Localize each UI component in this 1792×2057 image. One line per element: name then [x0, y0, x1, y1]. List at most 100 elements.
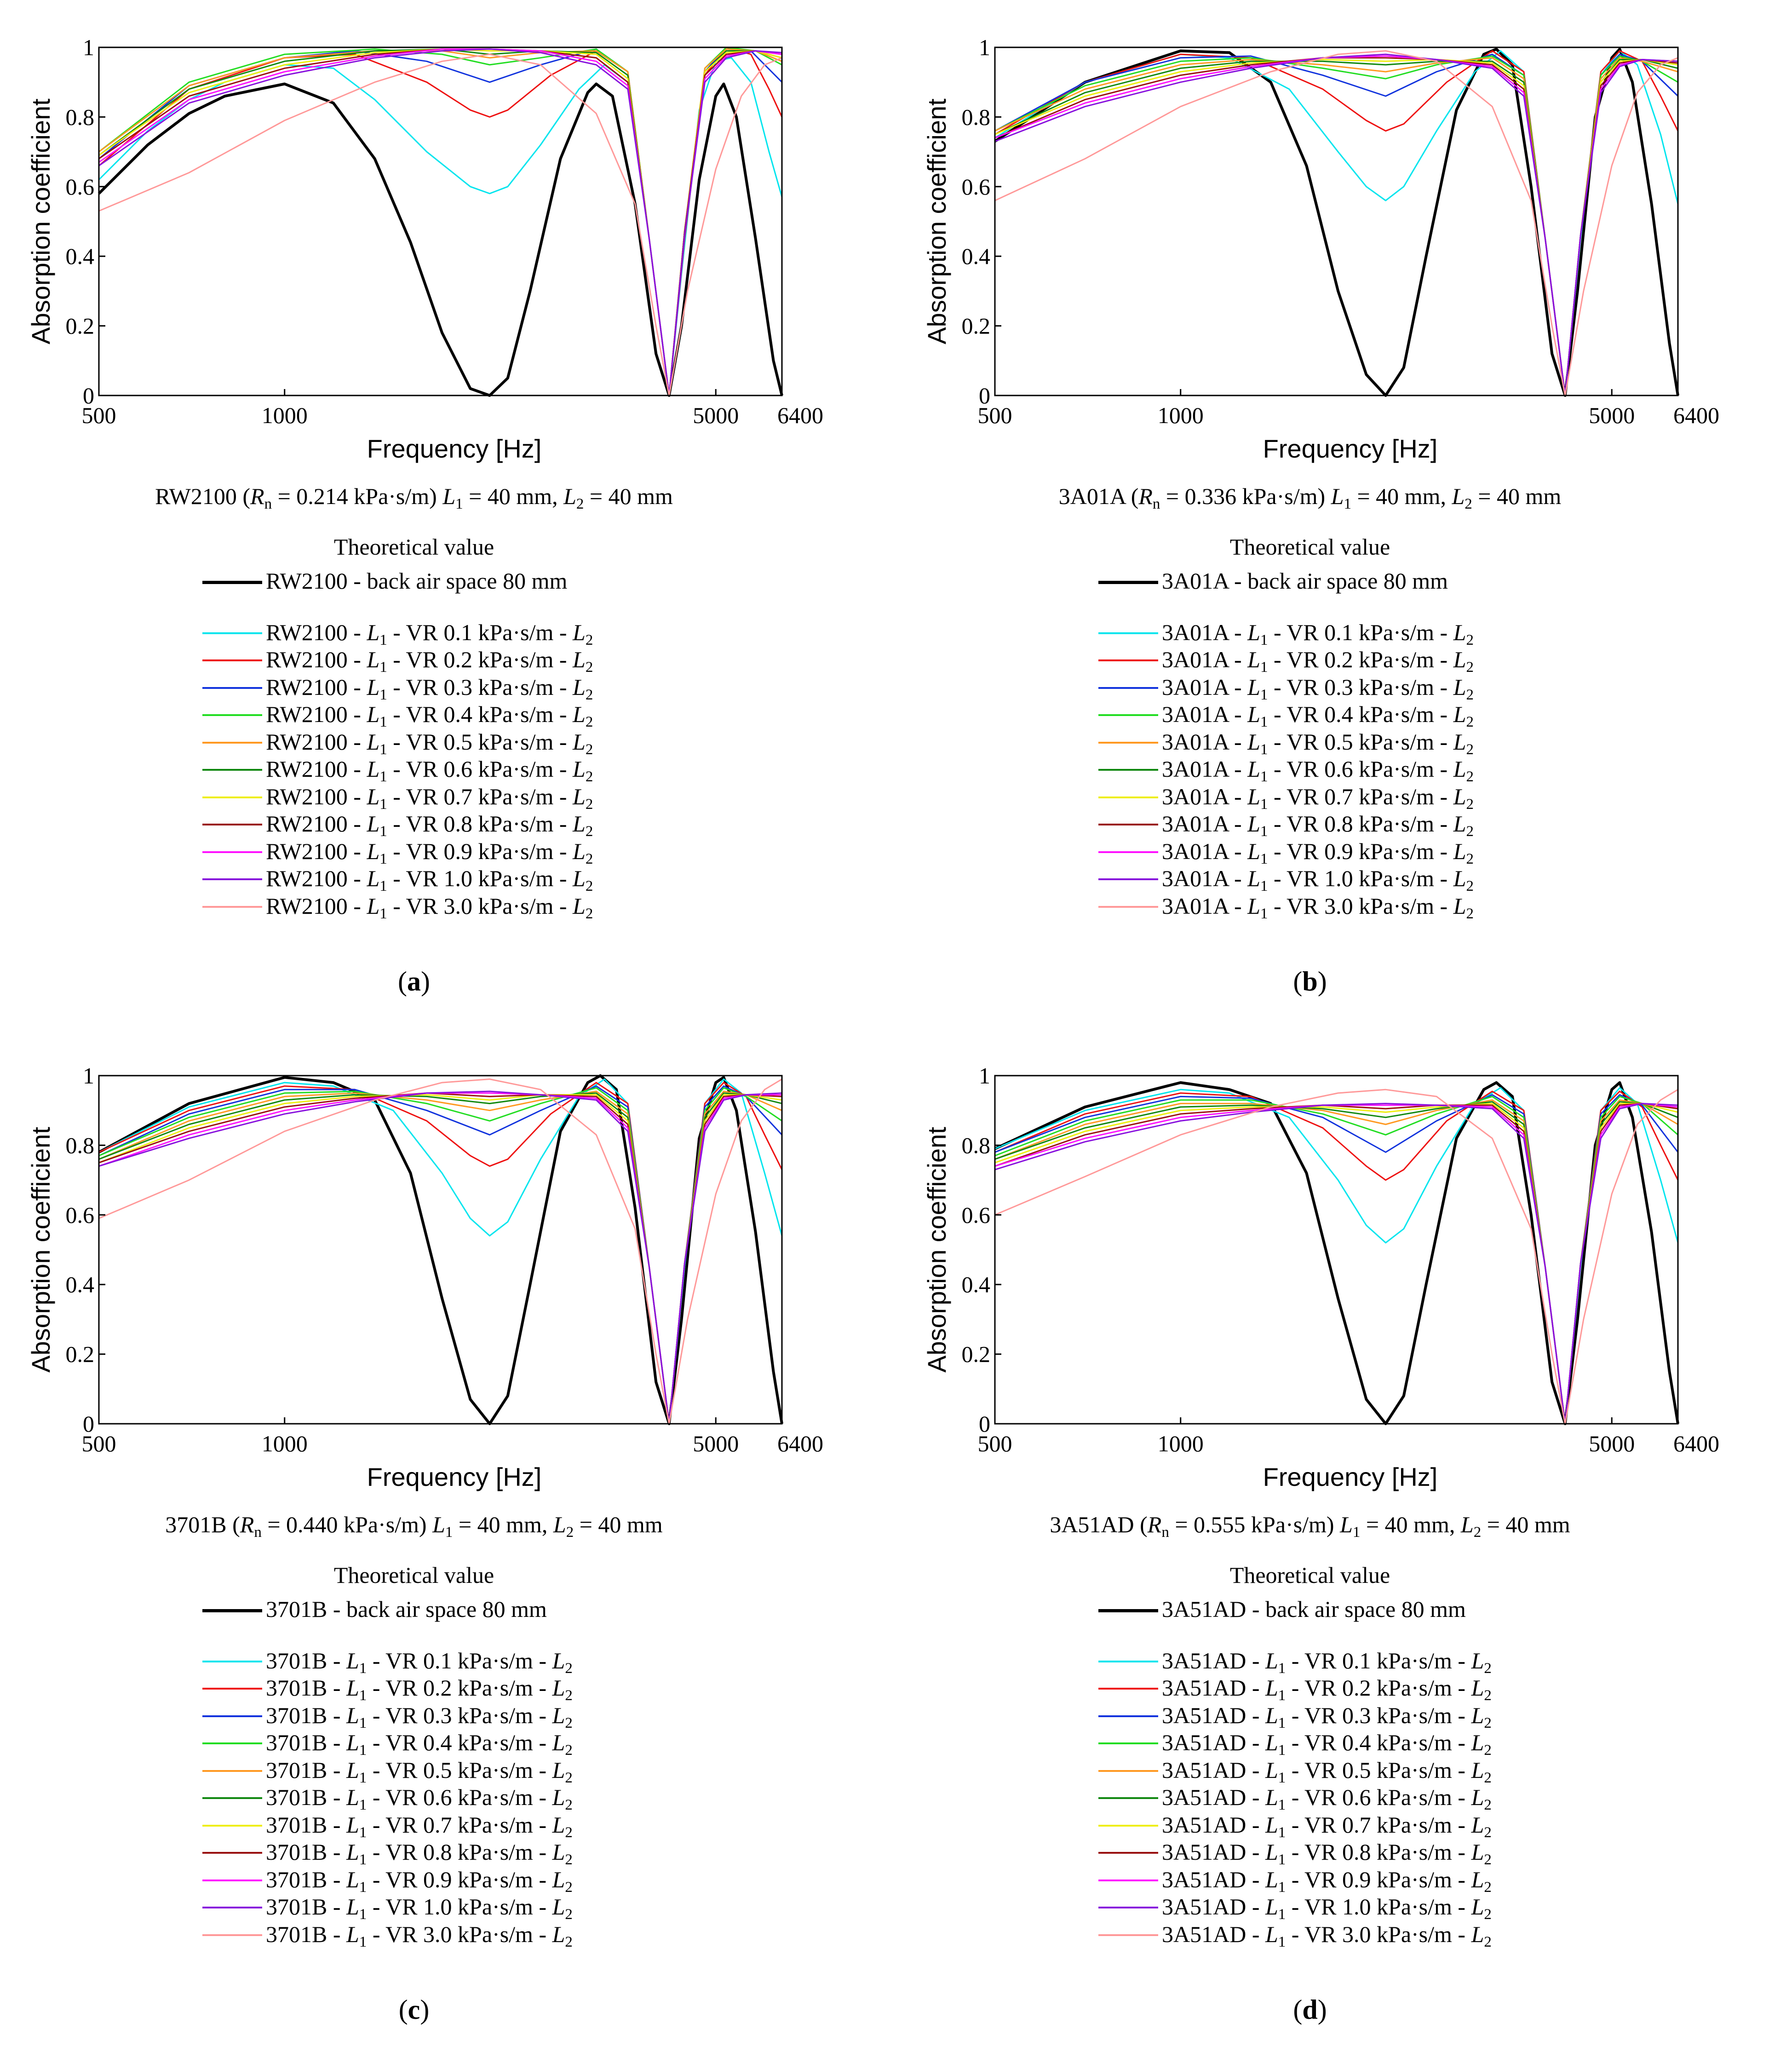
legend-text: kPa·s/m - — [452, 1730, 552, 1755]
series-line-vr-0.1 — [98, 1078, 783, 1425]
legend-sub: 2 — [1484, 1660, 1492, 1677]
legend-item-vr: 3701B - L1 - VR 0.5 kPa·s/m - L2 — [202, 1759, 800, 1786]
legend-vr-value: 0.7 — [443, 783, 472, 809]
legend-swatch — [1098, 851, 1158, 853]
legend-material: RW2100 — [266, 728, 348, 755]
legend-label: 3A51AD - L1 - VR 1.0 kPa·s/m - L2 — [1162, 1894, 1492, 1923]
panel-b: 0 0.2 0.4 0.6 0.8 1 500 1000 5000 6400 Frequency [… — [896, 0, 1792, 1028]
x-tick-label: 500 — [978, 402, 1012, 428]
legend-text: kPa·s/m - — [1371, 1866, 1471, 1892]
legend-text: kPa·s/m - — [1353, 647, 1453, 672]
y-tick-label: 0.4 — [66, 1272, 95, 1297]
x-axis-label: Frequency [Hz] — [1263, 434, 1438, 463]
x-tick-label: 1000 — [1158, 402, 1204, 428]
legend-sub: 2 — [585, 878, 593, 894]
legend-text: - — [347, 756, 367, 782]
legend-sub: 1 — [1260, 823, 1268, 840]
legend-material: 3A51AD — [1162, 1675, 1246, 1701]
legend-item-vr: RW2100 - L1 - VR 0.8 kPa·s/m - L2 — [202, 812, 800, 840]
legend-sub: 1 — [359, 1687, 367, 1704]
legend-var: L — [367, 701, 380, 727]
legend-text: kPa·s/m - — [1371, 1784, 1471, 1810]
y-tick-label: 0.2 — [962, 313, 991, 339]
y-tick-label: 0.2 — [962, 1341, 991, 1367]
legend-text: - — [1228, 811, 1248, 837]
legend-var: L — [552, 1866, 565, 1892]
legend-label: 3A51AD - L1 - VR 0.7 kPa·s/m - L2 — [1162, 1811, 1492, 1841]
legend-var: L — [1453, 811, 1466, 837]
legend-var: L — [1453, 619, 1466, 645]
legend-sub: 2 — [1466, 878, 1474, 894]
legend-text: - — [1246, 1811, 1265, 1838]
legend-var: L — [1247, 619, 1260, 645]
legend-material: RW2100 — [266, 893, 348, 919]
legend-vr-value: 0.1 — [1342, 1647, 1371, 1673]
legend-sub: 2 — [1466, 850, 1474, 867]
legend-text: - — [1246, 1894, 1265, 1919]
legend-material: 3A01A — [1162, 756, 1229, 782]
series-line-vr-0.8 — [994, 1103, 1678, 1425]
y-tick-label: 0 — [979, 383, 990, 408]
legend-var: L — [346, 1675, 359, 1701]
legend-label: 3A51AD - L1 - VR 0.8 kPa·s/m - L2 — [1162, 1839, 1492, 1868]
legend-text: - — [347, 838, 367, 864]
legend-item-vr: 3A51AD - L1 - VR 0.6 kPa·s/m - L2 — [1098, 1786, 1696, 1813]
legend-var: L — [346, 1784, 359, 1810]
x-tick-label: 6400 — [777, 402, 823, 428]
panel-d: 0 0.2 0.4 0.6 0.8 1 500 1000 5000 6400 Frequency [… — [896, 1028, 1792, 2057]
legend-material: 3701B — [266, 1839, 327, 1865]
legend-text: - — [1228, 893, 1248, 919]
legend-label: 3701B - L1 - VR 1.0 kPa·s/m - L2 — [266, 1895, 573, 1923]
series-line-vr-1.0 — [994, 1103, 1678, 1425]
legend-text: - VR — [387, 701, 444, 727]
legend-text: kPa·s/m - — [1353, 619, 1453, 645]
x-axis-label: Frequency [Hz] — [367, 434, 542, 463]
legend-sub: 2 — [1466, 631, 1474, 648]
y-tick-label: 1 — [83, 34, 94, 60]
legend-var: L — [346, 1702, 359, 1728]
series-line-vr-1.0 — [994, 53, 1678, 396]
legend-label: 3701B - L1 - VR 0.1 kPa·s/m - L2 — [266, 1647, 573, 1677]
legend-swatch — [1098, 1715, 1158, 1717]
legend-material: RW2100 — [266, 619, 348, 645]
legend-vr-value: 0.4 — [443, 701, 472, 727]
x-tick-label: 500 — [978, 1431, 1012, 1456]
legend-item-vr: RW2100 - L1 - VR 1.0 kPa·s/m - L2 — [202, 867, 800, 894]
legend-swatch — [202, 1660, 262, 1662]
legend-label: 3A51AD - L1 - VR 0.9 kPa·s/m - L2 — [1162, 1866, 1492, 1896]
legend-text: - VR — [367, 1784, 424, 1810]
legend-sub: 1 — [1278, 1879, 1286, 1896]
legend-material: 3701B — [266, 1647, 327, 1673]
legend-material: 3A51AD — [1162, 1730, 1246, 1755]
legend-vr-value: 0.4 — [423, 1730, 452, 1755]
legend-vr-value: 3.0 — [423, 1921, 452, 1947]
series-line-vr-0.5 — [994, 57, 1678, 396]
legend-var: L — [1265, 1839, 1278, 1865]
legend-var: L — [1453, 838, 1466, 864]
legend-var: L — [1471, 1757, 1484, 1783]
legend-text: - — [1246, 1730, 1265, 1755]
legend-vr-value: 0.8 — [423, 1839, 452, 1865]
legend-var: L — [1471, 1866, 1484, 1892]
legend-sub: 2 — [1466, 686, 1474, 703]
legend-sub: 1 — [379, 741, 387, 758]
legend-swatch — [1098, 1609, 1158, 1612]
legend-material: 3A51AD — [1162, 1894, 1246, 1919]
legend-label: RW2100 - L1 - VR 0.3 kPa·s/m - L2 — [266, 676, 593, 703]
legend-label: RW2100 - L1 - VR 0.6 kPa·s/m - L2 — [266, 756, 593, 785]
legend-swatch — [202, 581, 262, 584]
legend-item-vr: 3A01A - L1 - VR 0.2 kPa·s/m - L2 — [1098, 648, 1696, 676]
legend-sub: 2 — [1466, 714, 1474, 730]
legend-item-vr: 3A51AD - L1 - VR 0.3 kPa·s/m - L2 — [1098, 1704, 1696, 1731]
legend-sub: 2 — [565, 1824, 573, 1841]
legend-item-vr: RW2100 - L1 - VR 0.5 kPa·s/m - L2 — [202, 730, 800, 758]
legend-vr-value: 0.5 — [423, 1757, 452, 1783]
x-axis-label: Frequency [Hz] — [1263, 1462, 1438, 1491]
legend-text: kPa·s/m - — [1353, 728, 1453, 755]
legend-var: L — [367, 838, 380, 864]
legend-label: 3701B - L1 - VR 0.3 kPa·s/m - L2 — [266, 1702, 573, 1731]
legend-sub: 2 — [565, 1851, 573, 1868]
legend-item-back-air: 3A51AD - back air space 80 mm — [1098, 1598, 1696, 1625]
legend-vr-value: 0.1 — [443, 619, 472, 645]
legend-var: L — [1471, 1811, 1484, 1838]
